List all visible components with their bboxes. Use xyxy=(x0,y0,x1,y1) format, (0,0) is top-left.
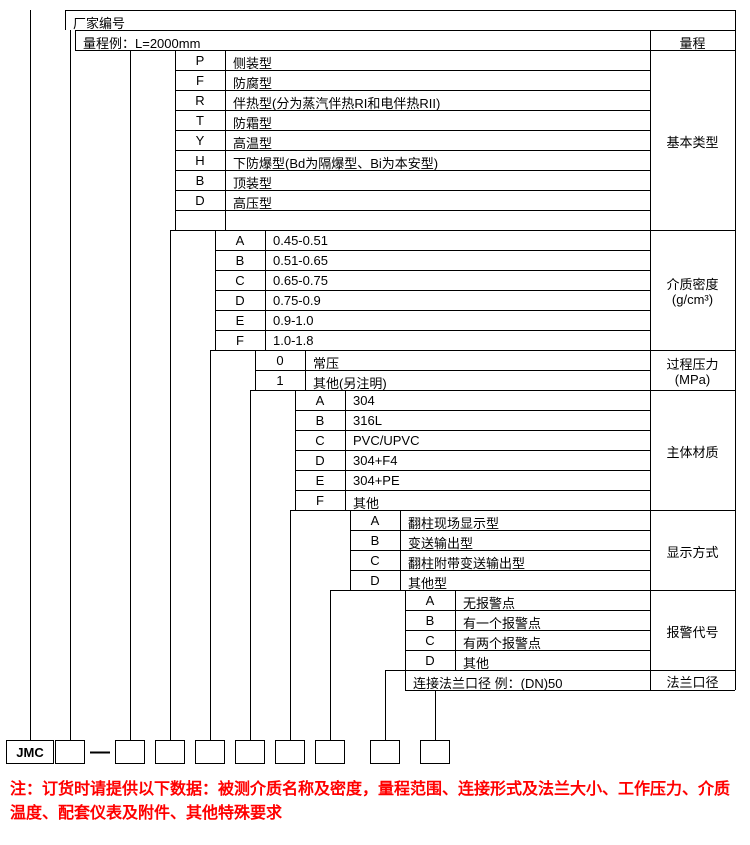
material-desc: PVC/UPVC xyxy=(353,433,648,448)
label-alarm: 报警代号 xyxy=(650,622,735,641)
label-density-unit: (g/cm³) xyxy=(650,292,735,307)
box-7 xyxy=(370,740,400,764)
pressure-code: 0 xyxy=(255,353,305,368)
density-code: D xyxy=(215,293,265,308)
alarm-code: B xyxy=(405,613,455,628)
label-basic_type: 基本类型 xyxy=(650,132,735,151)
pressure-code: 1 xyxy=(255,373,305,388)
label-pressure-unit: (MPa) xyxy=(650,372,735,387)
display-code: D xyxy=(350,573,400,588)
alarm-code: D xyxy=(405,653,455,668)
density-desc: 0.51-0.65 xyxy=(273,253,648,268)
box-6 xyxy=(315,740,345,764)
basic_type-code: D xyxy=(175,193,225,208)
box-5 xyxy=(275,740,305,764)
material-code: C xyxy=(295,433,345,448)
material-code: A xyxy=(295,393,345,408)
display-code: A xyxy=(350,513,400,528)
display-code: B xyxy=(350,533,400,548)
density-desc: 0.65-0.75 xyxy=(273,273,648,288)
label-pressure: 过程压力 xyxy=(650,354,735,373)
material-desc: 316L xyxy=(353,413,648,428)
density-code: A xyxy=(215,233,265,248)
box-jmc: JMC xyxy=(6,740,54,764)
basic_type-code: F xyxy=(175,73,225,88)
dash-sep: — xyxy=(90,741,110,764)
material-desc: 304 xyxy=(353,393,648,408)
ordering-code-diagram: 厂家编号量程例：L=2000mm量程P侧装型F防腐型R伴热型(分为蒸汽伴热RI和… xyxy=(10,10,740,770)
basic_type-code: B xyxy=(175,173,225,188)
basic_type-code: Y xyxy=(175,133,225,148)
box-0 xyxy=(55,740,85,764)
basic_type-code: H xyxy=(175,153,225,168)
density-code: F xyxy=(215,333,265,348)
density-code: B xyxy=(215,253,265,268)
display-code: C xyxy=(350,553,400,568)
density-desc: 0.45-0.51 xyxy=(273,233,648,248)
box-1 xyxy=(115,740,145,764)
basic_type-code: P xyxy=(175,53,225,68)
material-code: E xyxy=(295,473,345,488)
box-3 xyxy=(195,740,225,764)
label-material: 主体材质 xyxy=(650,442,735,461)
density-desc: 0.9-1.0 xyxy=(273,313,648,328)
density-desc: 1.0-1.8 xyxy=(273,333,648,348)
material-code: B xyxy=(295,413,345,428)
basic_type-code: T xyxy=(175,113,225,128)
material-desc: 304+PE xyxy=(353,473,648,488)
box-8 xyxy=(420,740,450,764)
basic_type-code: R xyxy=(175,93,225,108)
alarm-code: C xyxy=(405,633,455,648)
density-desc: 0.75-0.9 xyxy=(273,293,648,308)
alarm-code: A xyxy=(405,593,455,608)
box-4 xyxy=(235,740,265,764)
density-code: E xyxy=(215,313,265,328)
label-density: 介质密度 xyxy=(650,274,735,293)
ordering-note: 注：订货时请提供以下数据：被测介质名称及密度，量程范围、连接形式及法兰大小、工作… xyxy=(10,778,730,826)
material-code: F xyxy=(295,493,345,508)
density-code: C xyxy=(215,273,265,288)
material-desc: 304+F4 xyxy=(353,453,648,468)
label-display: 显示方式 xyxy=(650,542,735,561)
box-2 xyxy=(155,740,185,764)
material-code: D xyxy=(295,453,345,468)
label-flange: 法兰口径 xyxy=(650,672,735,691)
